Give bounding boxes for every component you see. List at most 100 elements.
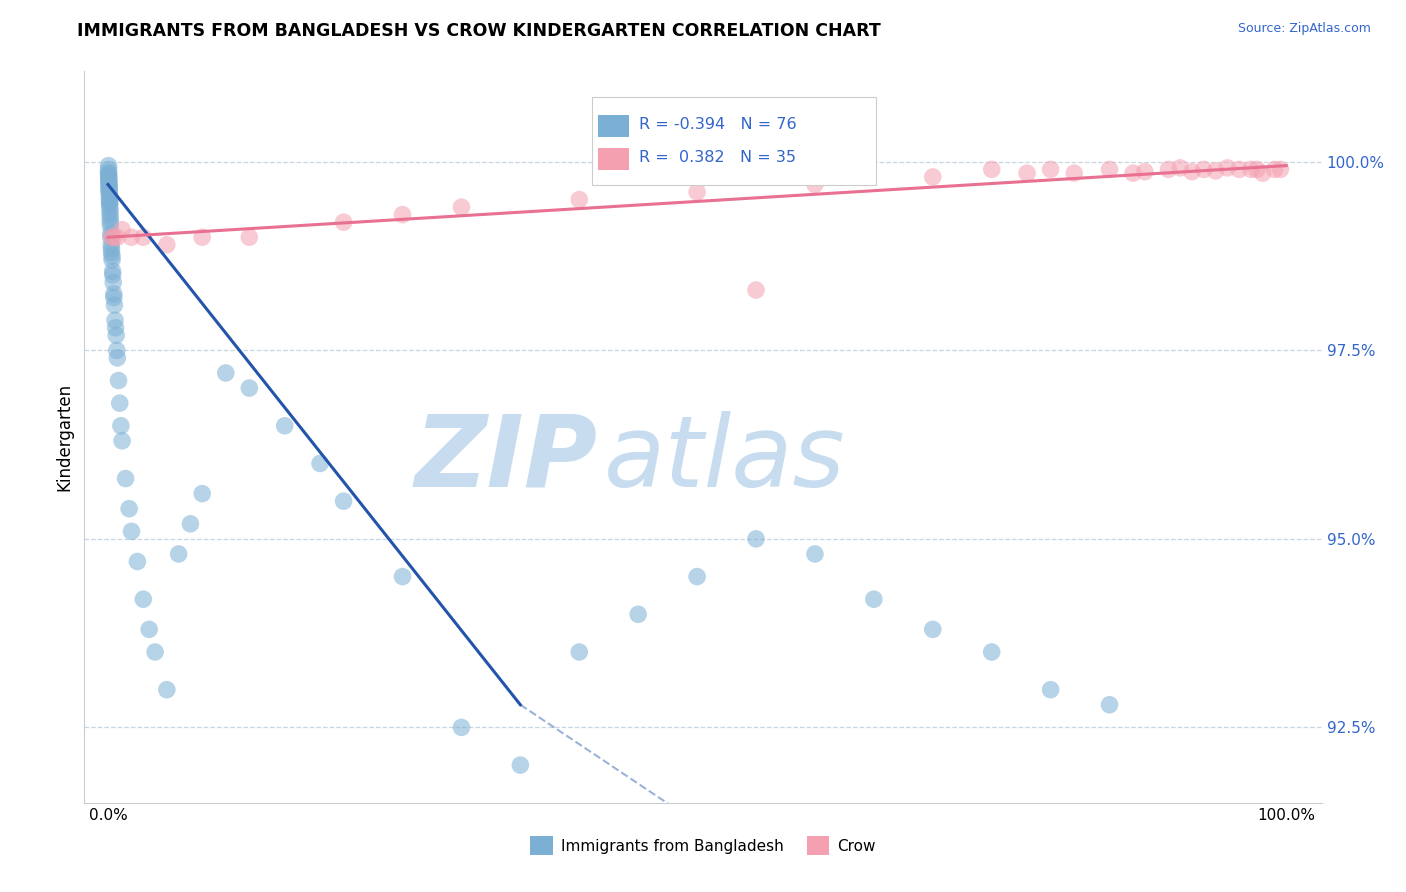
Point (97, 169, 120, 184)
Point (1098, 162, 1121, 177)
Point (450, 200, 472, 214)
Point (97, 169, 120, 184)
Point (568, 193, 591, 207)
Point (132, 592, 155, 607)
Point (1039, 682, 1062, 697)
Point (745, 283, 768, 297)
Point (101, 264, 124, 278)
Point (105, 351, 128, 365)
Point (179, 516, 201, 531)
FancyBboxPatch shape (592, 97, 876, 185)
Point (309, 457, 332, 471)
Point (745, 532, 768, 546)
Point (98, 211, 121, 226)
Point (509, 758, 531, 772)
Text: Source: ZipAtlas.com: Source: ZipAtlas.com (1237, 22, 1371, 36)
Legend: Immigrants from Bangladesh, Crow: Immigrants from Bangladesh, Crow (524, 830, 882, 861)
Point (1015, 166, 1038, 180)
Point (100, 219, 122, 233)
Point (98, 203, 121, 218)
Text: ZIP: ZIP (415, 410, 598, 508)
Point (103, 291, 125, 305)
Point (1263, 162, 1285, 177)
Point (97, 159, 120, 173)
Point (1181, 164, 1204, 178)
Point (156, 682, 179, 697)
Point (127, 554, 149, 568)
Point (156, 237, 179, 252)
Point (1098, 698, 1121, 712)
Point (98, 181, 121, 195)
Point (97, 166, 120, 180)
Point (103, 298, 125, 312)
Point (111, 434, 134, 448)
Point (97, 174, 120, 188)
Point (143, 645, 166, 659)
Point (100, 227, 122, 241)
Point (627, 607, 650, 622)
Point (1122, 166, 1144, 180)
Point (686, 569, 709, 583)
Point (238, 381, 260, 395)
Point (121, 524, 143, 539)
Point (98, 196, 121, 211)
Point (100, 230, 122, 244)
Point (980, 162, 1002, 177)
Point (980, 645, 1002, 659)
Point (98, 181, 121, 195)
Point (98, 200, 121, 214)
Point (97, 162, 120, 177)
Point (1240, 162, 1263, 177)
Point (105, 343, 128, 358)
FancyBboxPatch shape (598, 148, 628, 170)
Text: atlas: atlas (605, 410, 845, 508)
Text: IMMIGRANTS FROM BANGLADESH VS CROW KINDERGARTEN CORRELATION CHART: IMMIGRANTS FROM BANGLADESH VS CROW KINDE… (77, 22, 882, 40)
Point (98, 196, 121, 211)
Point (215, 366, 238, 380)
Point (273, 418, 295, 433)
FancyBboxPatch shape (598, 115, 628, 137)
Point (1205, 164, 1227, 178)
Point (98, 193, 121, 207)
Point (100, 230, 122, 244)
Point (101, 252, 124, 267)
Point (1157, 162, 1180, 177)
Point (101, 249, 124, 263)
Point (100, 245, 122, 260)
Point (110, 418, 132, 433)
Point (105, 328, 128, 343)
Point (138, 623, 160, 637)
Point (97, 178, 120, 192)
Point (98, 193, 121, 207)
Point (921, 169, 943, 184)
Point (98, 215, 121, 229)
Point (132, 230, 155, 244)
Point (1251, 166, 1274, 180)
Point (804, 547, 827, 561)
Point (1246, 162, 1268, 177)
Point (108, 396, 131, 410)
Point (238, 230, 260, 244)
Point (97, 166, 120, 180)
Point (921, 623, 943, 637)
Point (100, 242, 122, 256)
Point (332, 494, 354, 508)
Point (1192, 162, 1215, 177)
Point (97, 174, 120, 188)
Point (391, 569, 413, 583)
Point (1063, 166, 1085, 180)
Point (98, 188, 121, 202)
Point (804, 178, 827, 192)
Point (1133, 164, 1156, 178)
Point (191, 486, 214, 500)
Text: R = -0.394   N = 76: R = -0.394 N = 76 (638, 117, 796, 132)
Point (107, 374, 129, 388)
Point (332, 215, 354, 229)
Point (1039, 162, 1062, 177)
Point (863, 592, 886, 607)
Point (391, 208, 413, 222)
Point (568, 645, 591, 659)
Point (167, 547, 190, 561)
Point (98, 185, 121, 199)
Point (1216, 161, 1239, 175)
